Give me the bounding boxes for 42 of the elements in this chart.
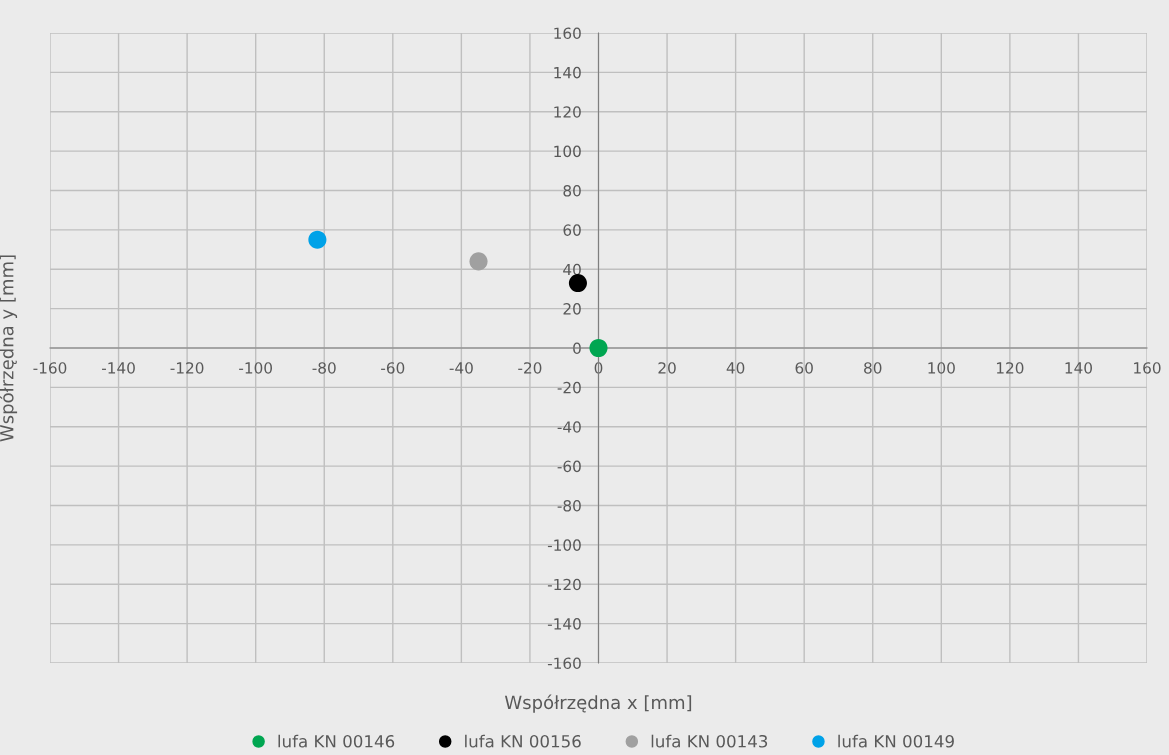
x-tick-label: 120 [996,362,1024,374]
x-tick-label: -120 [170,362,204,374]
x-tick-label: 60 [795,362,813,374]
y-tick-label: -140 [547,618,581,630]
y-tick-label: 80 [563,184,581,197]
y-tick-label: 60 [563,224,581,236]
x-tick-label: 20 [658,362,676,374]
x-tick-label: -100 [239,362,273,374]
x-axis-title: Współrzędna x [mm] [504,694,692,713]
y-tick-label: -100 [547,539,581,551]
legend-label: lufa KN 00146 [278,734,395,748]
x-tick-label: -80 [312,362,336,374]
x-tick-label: 140 [1065,362,1092,374]
y-tick-label: -160 [547,657,581,670]
y-tick-label: -20 [557,381,581,394]
y-tick-label: 100 [554,145,581,158]
y-tick-label: 120 [554,106,581,118]
legend-label: lufa KN 00149 [838,734,954,748]
x-tick-label: 80 [864,362,882,374]
y-tick-label: 20 [563,303,581,315]
y-tick-label: -40 [557,421,581,433]
y-tick-label: 40 [563,263,581,276]
y-tick-label: -60 [557,460,581,473]
x-tick-label: -40 [449,362,473,374]
y-tick-label: 160 [554,27,581,40]
x-tick-label: 40 [726,362,745,374]
y-tick-label: 0 [573,342,581,355]
x-tick-label: 160 [1134,362,1161,374]
point [469,252,488,271]
legend-label: lufa KN 00143 [651,734,768,748]
point [568,273,587,293]
x-tick-label: -20 [518,362,542,374]
y-tick-label: -80 [557,499,581,512]
x-tick-label: -160 [33,362,67,374]
point [308,230,327,249]
point [589,338,608,358]
x-tick-label: -60 [381,362,405,374]
x-tick-label: 100 [928,362,955,374]
y-tick-label: 140 [554,66,581,79]
y-tick-label: -120 [547,578,581,591]
x-tick-label: -140 [101,362,135,374]
legend-label: lufa KN 00156 [465,734,581,748]
